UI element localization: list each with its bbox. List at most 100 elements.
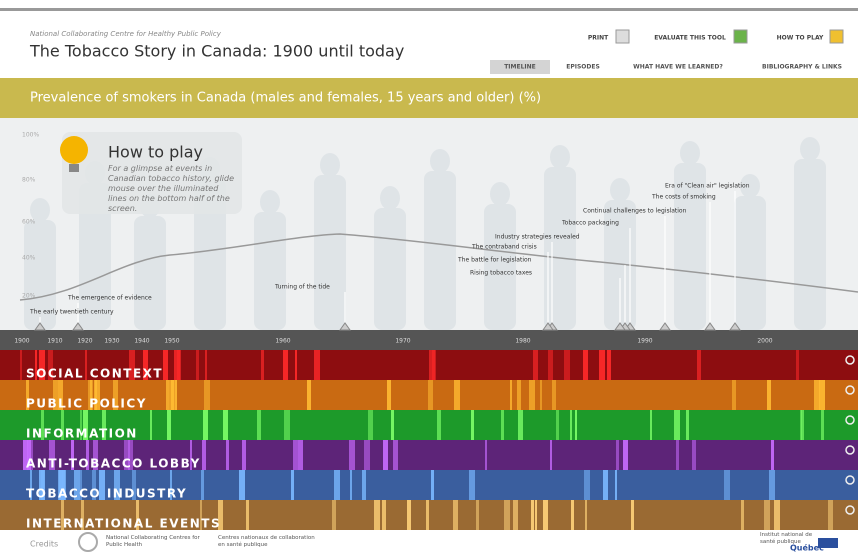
event-label[interactable]: The battle for legislation [457, 257, 532, 264]
event-stripe[interactable] [431, 470, 434, 500]
action-icon[interactable] [830, 30, 843, 43]
event-stripe[interactable] [201, 470, 204, 500]
event-stripe[interactable] [552, 380, 556, 410]
header-action[interactable]: PRINT [588, 35, 609, 42]
event-label[interactable]: Industry strategies revealed [495, 234, 580, 241]
event-stripe[interactable] [769, 470, 775, 500]
event-stripe[interactable] [295, 350, 297, 380]
event-label[interactable]: Era of "Clean air" legislation [665, 183, 750, 190]
event-stripe[interactable] [501, 410, 504, 440]
event-stripe[interactable] [291, 470, 294, 500]
event-stripe[interactable] [724, 470, 730, 500]
event-stripe[interactable] [543, 500, 548, 530]
event-stripe[interactable] [437, 410, 441, 440]
event-label[interactable]: The emergence of evidence [67, 295, 152, 302]
event-stripe[interactable] [257, 410, 261, 440]
event-stripe[interactable] [631, 500, 634, 530]
event-stripe[interactable] [368, 410, 373, 440]
event-stripe[interactable] [349, 440, 355, 470]
event-stripe[interactable] [177, 350, 181, 380]
event-stripe[interactable] [314, 350, 320, 380]
event-stripe[interactable] [529, 380, 535, 410]
event-stripe[interactable] [764, 500, 770, 530]
event-stripe[interactable] [428, 380, 433, 410]
credits[interactable]: Credits [30, 540, 58, 549]
event-stripe[interactable] [202, 440, 206, 470]
event-stripe[interactable] [426, 500, 429, 530]
event-stripe[interactable] [242, 440, 246, 470]
event-stripe[interactable] [476, 500, 479, 530]
event-stripe[interactable] [616, 440, 619, 470]
event-stripe[interactable] [150, 410, 152, 440]
event-stripe[interactable] [513, 500, 518, 530]
event-stripe[interactable] [674, 410, 680, 440]
event-stripe[interactable] [531, 500, 534, 530]
tab[interactable]: TIMELINE [504, 64, 536, 71]
tab[interactable]: EPISODES [566, 64, 600, 71]
event-stripe[interactable] [171, 380, 174, 410]
event-stripe[interactable] [556, 410, 559, 440]
tab[interactable]: WHAT HAVE WE LEARNED? [633, 64, 723, 71]
event-stripe[interactable] [226, 440, 229, 470]
event-stripe[interactable] [167, 410, 171, 440]
event-stripe[interactable] [205, 350, 207, 380]
event-stripe[interactable] [246, 500, 249, 530]
how-to-play-panel[interactable]: How to play For a glimpse at events in C… [60, 132, 242, 214]
event-stripe[interactable] [196, 350, 199, 380]
event-stripe[interactable] [774, 500, 780, 530]
event-stripe[interactable] [800, 410, 802, 440]
event-stripe[interactable] [570, 410, 572, 440]
event-stripe[interactable] [828, 500, 833, 530]
header-action[interactable]: HOW TO PLAY [777, 35, 824, 42]
event-stripe[interactable] [362, 470, 366, 500]
event-stripe[interactable] [163, 350, 168, 380]
event-stripe[interactable] [550, 440, 552, 470]
event-stripe[interactable] [175, 380, 177, 410]
event-stripe[interactable] [382, 500, 386, 530]
event-stripe[interactable] [391, 410, 394, 440]
event-stripe[interactable] [166, 380, 169, 410]
event-stripe[interactable] [204, 380, 210, 410]
event-stripe[interactable] [374, 500, 380, 530]
event-stripe[interactable] [350, 470, 352, 500]
event-stripe[interactable] [599, 350, 605, 380]
event-label[interactable]: The early twentieth century [29, 309, 114, 316]
event-stripe[interactable] [517, 380, 521, 410]
event-stripe[interactable] [676, 440, 679, 470]
event-stripe[interactable] [767, 380, 771, 410]
event-stripe[interactable] [533, 350, 538, 380]
event-stripe[interactable] [732, 380, 736, 410]
event-stripe[interactable] [575, 410, 577, 440]
event-stripe[interactable] [203, 410, 208, 440]
event-stripe[interactable] [585, 500, 587, 530]
event-stripe[interactable] [334, 470, 340, 500]
event-stripe[interactable] [510, 380, 512, 410]
event-stripe[interactable] [469, 470, 475, 500]
event-stripe[interactable] [239, 470, 245, 500]
event-stripe[interactable] [293, 440, 298, 470]
event-stripe[interactable] [298, 440, 303, 470]
event-stripe[interactable] [364, 440, 370, 470]
event-stripe[interactable] [332, 500, 336, 530]
event-label[interactable]: The costs of smoking [651, 194, 716, 201]
event-stripe[interactable] [564, 350, 570, 380]
event-stripe[interactable] [485, 440, 487, 470]
event-stripe[interactable] [583, 350, 588, 380]
event-stripe[interactable] [223, 410, 228, 440]
event-stripe[interactable] [821, 410, 824, 440]
event-stripe[interactable] [283, 350, 288, 380]
header-action[interactable]: EVALUATE THIS TOOL [654, 35, 726, 42]
action-icon[interactable] [616, 30, 629, 43]
event-label[interactable]: Continual challenges to legislation [583, 208, 687, 215]
event-stripe[interactable] [432, 350, 436, 380]
event-stripe[interactable] [686, 410, 689, 440]
event-stripe[interactable] [623, 440, 628, 470]
event-label[interactable]: The contraband crisis [471, 244, 537, 251]
event-stripe[interactable] [383, 440, 388, 470]
event-stripe[interactable] [771, 440, 774, 470]
event-stripe[interactable] [307, 380, 311, 410]
event-stripe[interactable] [393, 440, 398, 470]
event-stripe[interactable] [697, 350, 701, 380]
event-stripe[interactable] [692, 440, 696, 470]
event-label[interactable]: Turning of the tide [274, 284, 330, 291]
